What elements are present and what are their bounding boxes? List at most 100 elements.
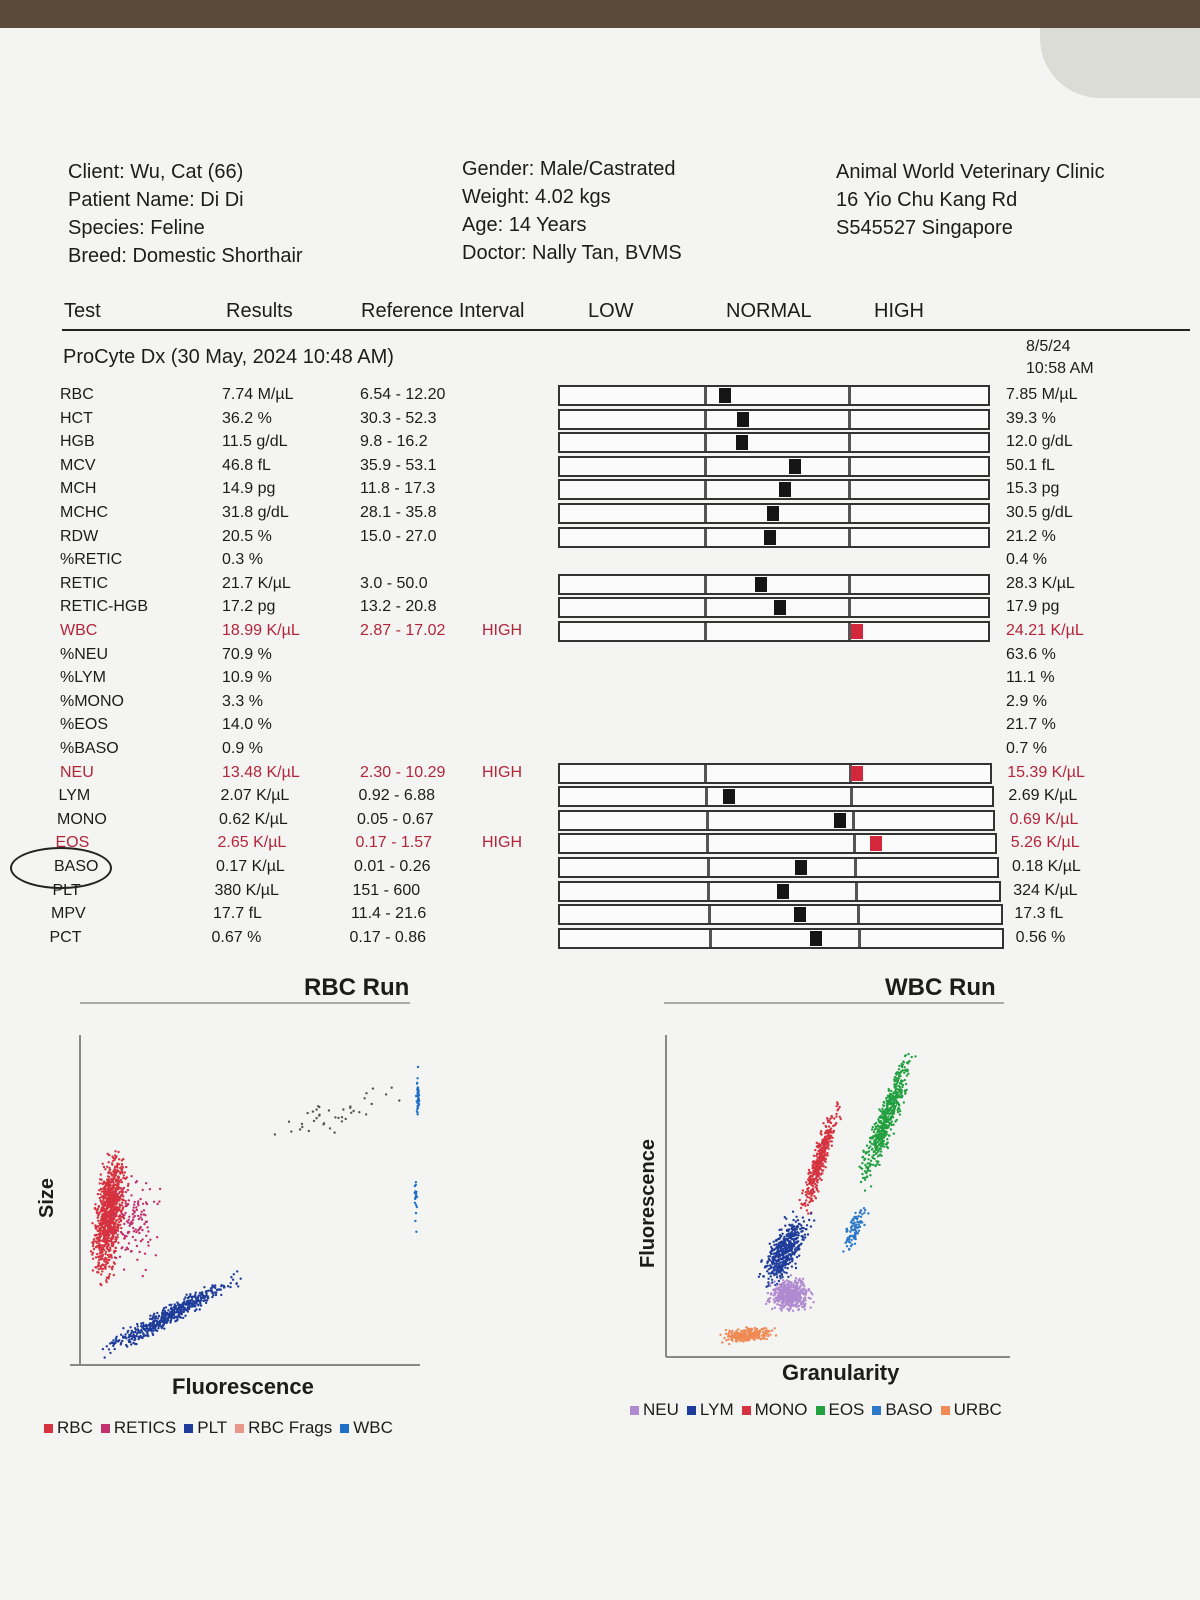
- reference-interval: 6.54 - 12.20: [360, 386, 446, 403]
- hdr-mid-line: Doctor: Nally Tan, BVMS: [462, 242, 682, 264]
- range-bar: [558, 597, 990, 618]
- reference-interval: 0.17 - 1.57: [355, 834, 433, 851]
- previous-result: 21.2 %: [1006, 528, 1056, 545]
- previous-result: 28.3 K/µL: [1006, 575, 1075, 592]
- low-normal-divider: [703, 434, 707, 451]
- reference-interval: 2.30 - 10.29: [360, 764, 446, 781]
- previous-result: 63.6 %: [1006, 646, 1056, 663]
- test-result: 14.9 pg: [222, 480, 276, 497]
- low-normal-divider: [705, 788, 708, 805]
- test-result: 13.48 K/µL: [222, 764, 300, 781]
- low-normal-divider: [703, 599, 707, 616]
- result-marker: [719, 388, 731, 403]
- test-result: 0.62 K/µL: [219, 811, 288, 828]
- legend-swatch: [872, 1406, 882, 1416]
- normal-high-divider: [848, 434, 852, 451]
- hdr-left-line: Client: Wu, Cat (66): [68, 161, 244, 183]
- reference-interval: 0.92 - 6.88: [358, 787, 436, 804]
- test-result: 11.5 g/dL: [222, 433, 288, 450]
- reference-interval: 9.8 - 16.2: [360, 433, 428, 450]
- hdr-mid-line: Weight: 4.02 kgs: [462, 186, 611, 208]
- test-result: 0.3 %: [222, 551, 263, 568]
- reference-interval: 15.0 - 27.0: [360, 528, 437, 545]
- test-name: NEU: [60, 764, 94, 781]
- test-name: %BASO: [60, 740, 119, 757]
- normal-high-divider: [850, 788, 854, 805]
- test-result: 380 K/µL: [214, 882, 279, 899]
- reference-interval: 3.0 - 50.0: [360, 575, 428, 592]
- result-marker: [851, 766, 863, 781]
- legend-swatch: [815, 1406, 825, 1416]
- reference-interval: 35.9 - 53.1: [360, 457, 437, 474]
- normal-high-divider: [854, 859, 858, 876]
- legend-label: WBC: [353, 1418, 393, 1437]
- test-result: 14.0 %: [222, 716, 272, 733]
- previous-result: 0.18 K/µL: [1012, 858, 1081, 875]
- low-normal-divider: [706, 835, 710, 852]
- previous-result: 17.9 pg: [1006, 598, 1060, 615]
- reference-interval: 28.1 - 35.8: [360, 504, 437, 521]
- legend-label: EOS: [828, 1400, 865, 1419]
- previous-result: 24.21 K/µL: [1006, 622, 1084, 639]
- previous-result: 0.69 K/µL: [1009, 811, 1079, 828]
- result-marker: [795, 860, 807, 875]
- low-normal-divider: [703, 505, 707, 522]
- normal-high-divider: [848, 411, 852, 428]
- normal-high-divider: [855, 883, 859, 900]
- previous-result: 12.0 g/dL: [1006, 433, 1073, 450]
- range-bar: [558, 456, 990, 477]
- test-result: 31.8 g/dL: [222, 504, 289, 521]
- test-name: MCH: [60, 480, 97, 497]
- range-bar: [558, 409, 990, 430]
- range-bar: [558, 904, 1003, 925]
- normal-high-divider: [848, 458, 852, 475]
- test-name: %NEU: [60, 646, 109, 663]
- legend-label: RBC: [57, 1418, 93, 1437]
- test-name: HCT: [60, 410, 93, 427]
- test-name: %EOS: [60, 716, 109, 733]
- range-bar: [558, 833, 998, 854]
- result-marker: [723, 789, 735, 804]
- hdr-right-line: Animal World Veterinary Clinic: [836, 161, 1105, 183]
- hdr-right-line: S545527 Singapore: [836, 217, 1013, 239]
- hdr-right-line: 16 Yio Chu Kang Rd: [836, 189, 1018, 211]
- low-normal-divider: [703, 387, 707, 404]
- range-bar: [558, 763, 992, 784]
- range-bar: [558, 857, 999, 878]
- result-marker: [777, 884, 789, 899]
- test-name: MCV: [60, 457, 96, 474]
- test-result: 10.9 %: [222, 669, 272, 686]
- test-name: %RETIC: [60, 551, 123, 568]
- reference-interval: 30.3 - 52.3: [360, 410, 437, 427]
- previous-result: 17.3 fL: [1014, 905, 1064, 922]
- wbc-y-label: Fluorescence: [637, 1139, 659, 1268]
- previous-result: 324 K/µL: [1013, 882, 1078, 899]
- result-marker: [789, 459, 801, 474]
- test-result: 7.74 M/µL: [222, 386, 294, 403]
- rbc-run-title: RBC Run: [304, 974, 410, 1001]
- range-bar: [558, 928, 1005, 949]
- previous-result: 0.56 %: [1015, 929, 1066, 946]
- reference-interval: 0.01 - 0.26: [354, 858, 431, 875]
- normal-high-divider: [848, 529, 852, 546]
- wbc-run-scatter: [665, 1035, 1010, 1358]
- test-name: MPV: [51, 905, 86, 922]
- test-result: 36.2 %: [222, 410, 272, 427]
- legend-item: EOS: [815, 1400, 865, 1419]
- test-result: 0.9 %: [222, 740, 263, 757]
- clinic-info: Animal World Veterinary Clinic 16 Yio Chu…: [836, 158, 1105, 242]
- previous-result: 0.7 %: [1006, 740, 1047, 757]
- patient-details: Gender: Male/Castrated Weight: 4.02 kgs Ag…: [462, 155, 682, 267]
- legend-label: PLT: [197, 1418, 228, 1437]
- low-normal-divider: [704, 765, 708, 782]
- normal-high-divider: [856, 906, 860, 923]
- low-normal-divider: [703, 458, 707, 475]
- legend-item: RBC: [44, 1418, 93, 1437]
- low-normal-divider: [703, 623, 707, 640]
- header-rule: [62, 329, 1190, 331]
- legend-item: RBC Frags: [235, 1418, 332, 1437]
- range-bar: [558, 527, 990, 548]
- wbc-legend: NEU LYM MONO EOS BASO URBC: [630, 1400, 1010, 1420]
- normal-high-divider: [848, 599, 852, 616]
- test-result: 17.7 fL: [213, 905, 262, 922]
